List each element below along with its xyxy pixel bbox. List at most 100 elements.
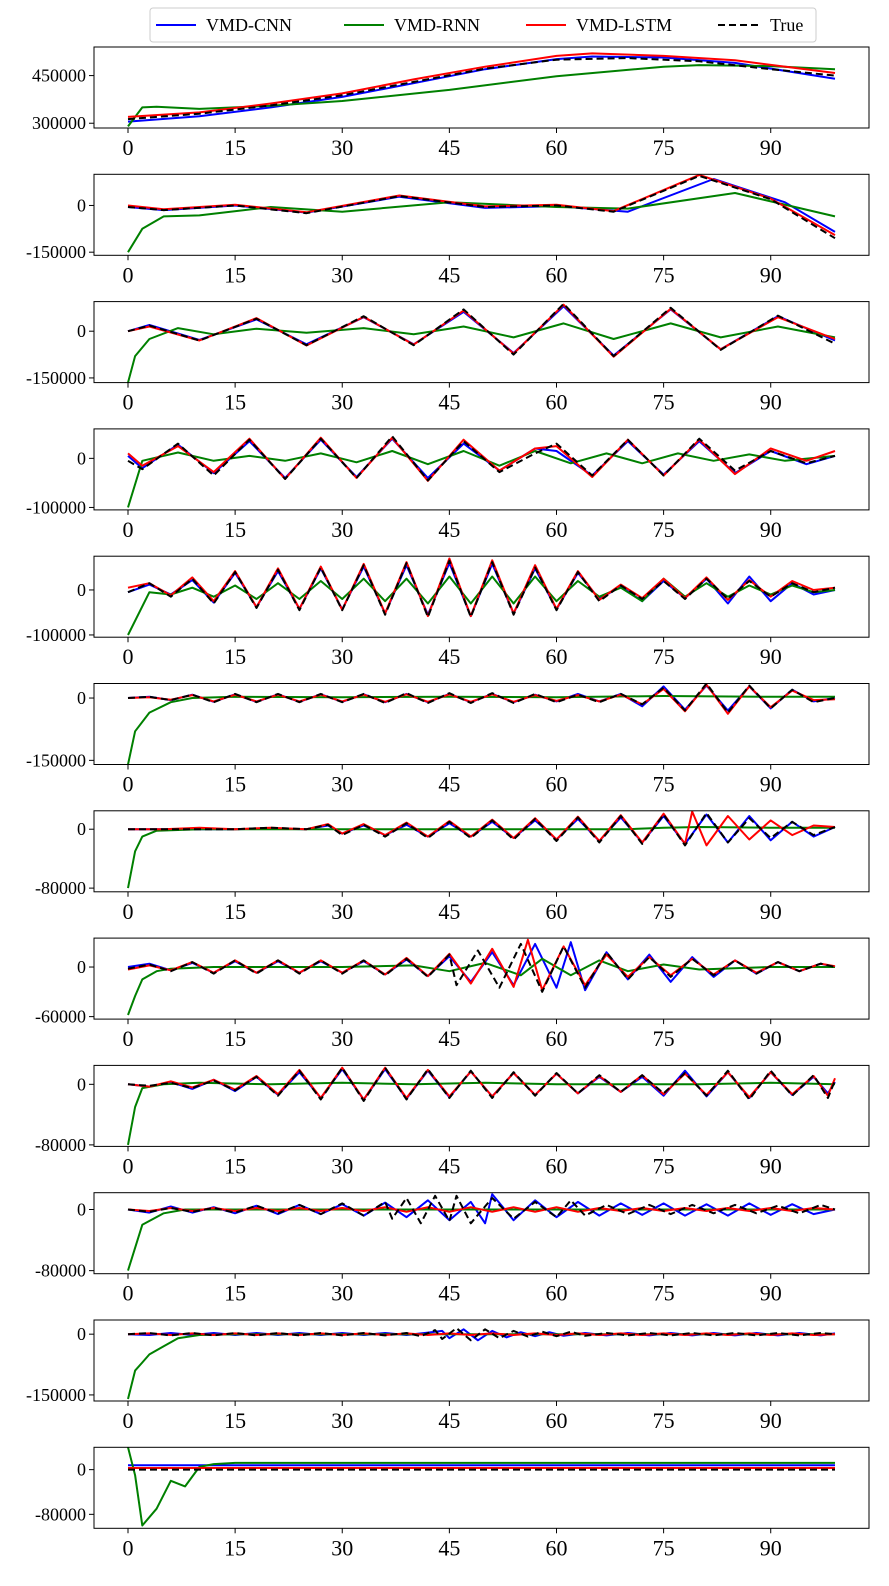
x-tick-label: 45	[438, 644, 460, 669]
series-line-vmd-lstm-panel-10	[127, 1206, 836, 1213]
y-tick-label: 0	[77, 580, 86, 600]
x-tick-label: 15	[224, 1535, 246, 1560]
y-tick-label: 0	[77, 1074, 86, 1094]
legend: VMD-CNN VMD-RNN VMD-LSTM True	[149, 7, 817, 43]
x-tick-label: 90	[760, 772, 782, 797]
y-tick-label: -150000	[26, 750, 86, 770]
x-tick-label: 60	[545, 644, 567, 669]
panel-2: 0 15 30 45 60 75 90 0 -150000	[26, 173, 870, 287]
x-tick-label: 60	[545, 1408, 567, 1433]
x-tick-label: 30	[331, 644, 353, 669]
x-tick-label: 60	[545, 1026, 567, 1051]
x-tick-label: 90	[760, 1153, 782, 1178]
x-tick-label: 75	[653, 1408, 675, 1433]
legend-entry-true: True	[718, 15, 803, 35]
x-tick-label: 15	[224, 1408, 246, 1433]
y-tick-label: -80000	[35, 1135, 86, 1155]
x-tick-label: 30	[331, 262, 353, 287]
y-tick-label: -150000	[26, 368, 86, 388]
panel-10: 0 15 30 45 60 75 90 0 -80000	[35, 1192, 870, 1306]
series-line-vmd-rnn-panel-2	[127, 192, 836, 253]
y-tick-label: 450000	[32, 66, 86, 86]
x-tick-label: 0	[123, 772, 134, 797]
x-tick-label: 0	[123, 390, 134, 415]
y-tick-label: -80000	[35, 1261, 86, 1281]
x-tick-label: 75	[653, 772, 675, 797]
x-tick-label: 60	[545, 772, 567, 797]
panel-1-series	[127, 52, 836, 128]
panel-9-frame	[93, 1064, 870, 1147]
x-tick-label: 90	[760, 517, 782, 542]
x-tick-label: 75	[653, 390, 675, 415]
x-tick-label: 15	[224, 390, 246, 415]
x-tick-label: 0	[123, 135, 134, 160]
x-tick-label: 75	[653, 644, 675, 669]
y-tick-label: 0	[77, 1200, 86, 1220]
x-tick-label: 30	[331, 1535, 353, 1560]
x-tick-label: 45	[438, 1281, 460, 1306]
panel-9-series	[127, 1066, 836, 1146]
x-tick-label: 60	[545, 1153, 567, 1178]
y-tick-label: 0	[77, 957, 86, 977]
y-tick-label: 0	[77, 321, 86, 341]
legend-entry-vmd-lstm: VMD-LSTM	[526, 15, 672, 35]
x-tick-label: 60	[545, 899, 567, 924]
y-tick-label: -80000	[35, 878, 86, 898]
panel-4-frame	[93, 428, 870, 511]
y-tick-label: -150000	[26, 242, 86, 262]
x-tick-label: 30	[331, 1281, 353, 1306]
panel-4-series	[127, 435, 836, 508]
y-tick-label: 0	[77, 448, 86, 468]
x-tick-label: 60	[545, 1535, 567, 1560]
x-tick-label: 15	[224, 517, 246, 542]
x-tick-label: 75	[653, 1026, 675, 1051]
x-tick-label: 75	[653, 262, 675, 287]
x-tick-label: 30	[331, 517, 353, 542]
panel-12: 0 15 30 45 60 75 90 0 -80000	[35, 1446, 870, 1560]
y-tick-label: 300000	[32, 113, 86, 133]
x-tick-label: 0	[123, 1535, 134, 1560]
series-line-vmd-rnn-panel-4	[127, 450, 836, 508]
panel-3: 0 15 30 45 60 75 90 0 -150000	[26, 301, 870, 415]
panel-6-frame	[93, 683, 870, 765]
panel-8-frame	[93, 937, 870, 1020]
x-tick-label: 30	[331, 1408, 353, 1433]
x-tick-label: 0	[123, 644, 134, 669]
panel-8-series	[127, 938, 836, 1016]
panel-8: 0 15 30 45 60 75 90 0 -60000	[35, 937, 870, 1051]
x-tick-label: 45	[438, 1153, 460, 1178]
panel-6-series	[127, 683, 836, 765]
x-tick-label: 75	[653, 1535, 675, 1560]
series-line-true-panel-5	[127, 559, 836, 618]
x-tick-label: 75	[653, 1153, 675, 1178]
series-line-vmd-rnn-panel-9	[127, 1081, 836, 1146]
series-line-vmd-cnn-panel-1	[127, 55, 836, 123]
x-tick-label: 30	[331, 135, 353, 160]
y-tick-label: -100000	[26, 625, 86, 645]
series-line-vmd-rnn-panel-1	[127, 64, 836, 128]
x-tick-label: 60	[545, 262, 567, 287]
x-tick-label: 15	[224, 1281, 246, 1306]
x-tick-label: 60	[545, 135, 567, 160]
series-line-vmd-lstm-panel-4	[127, 436, 836, 482]
x-tick-label: 30	[331, 899, 353, 924]
panel-6: 0 15 30 45 60 75 90 0 -150000	[26, 683, 870, 797]
panel-4: 0 15 30 45 60 75 90 0 -100000	[26, 428, 870, 542]
x-tick-label: 0	[123, 1281, 134, 1306]
x-tick-label: 30	[331, 1026, 353, 1051]
x-tick-label: 45	[438, 135, 460, 160]
panel-3-frame	[93, 301, 870, 384]
x-tick-label: 60	[545, 1281, 567, 1306]
series-line-true-panel-10	[127, 1194, 836, 1225]
panel-10-frame	[93, 1192, 870, 1275]
panel-11-frame	[93, 1319, 870, 1402]
x-tick-label: 15	[224, 899, 246, 924]
x-tick-label: 0	[123, 517, 134, 542]
panel-7-series	[127, 810, 836, 889]
series-line-true-panel-3	[127, 302, 836, 358]
x-tick-label: 0	[123, 1153, 134, 1178]
panel-1-frame	[93, 46, 870, 129]
series-line-true-panel-11	[127, 1327, 836, 1342]
